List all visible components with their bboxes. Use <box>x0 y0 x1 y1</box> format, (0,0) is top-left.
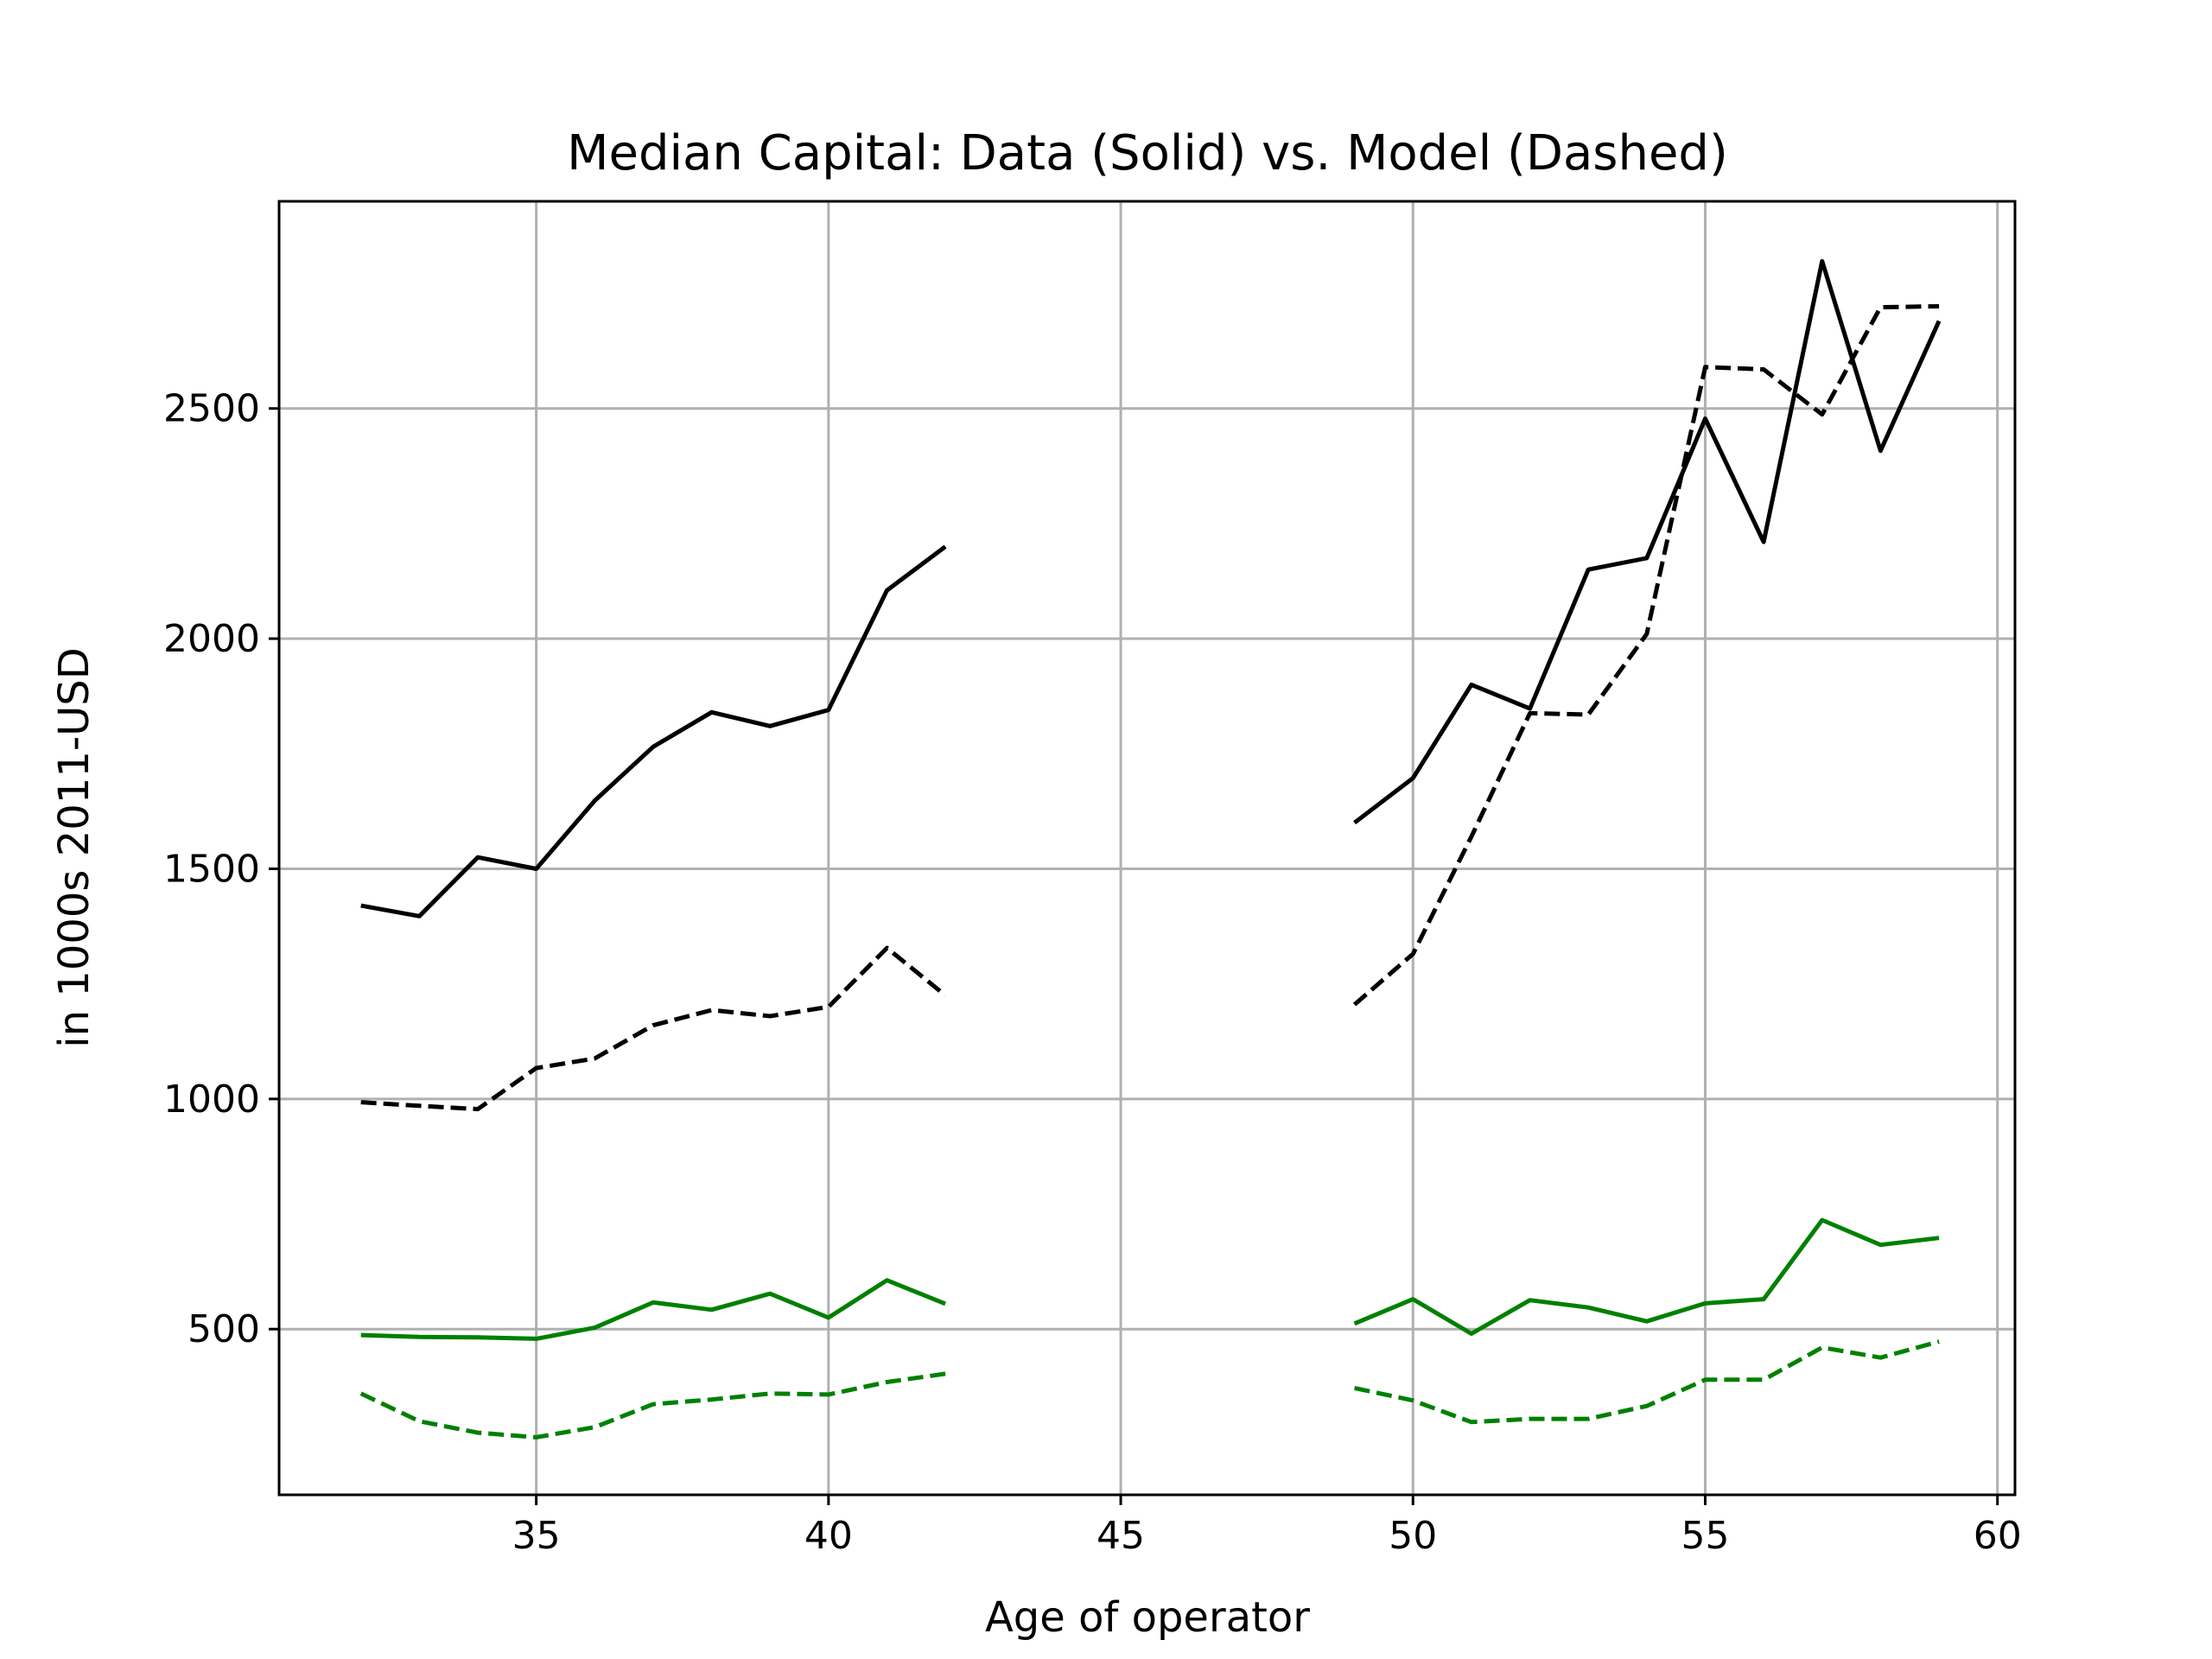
series-line <box>360 1278 947 1341</box>
series-line <box>359 1371 946 1440</box>
x-tick-label: 35 <box>512 1514 561 1558</box>
series-group <box>359 258 1942 1440</box>
plot-area-frame <box>277 200 2017 1497</box>
y-tick-label: 1500 <box>163 847 260 891</box>
series-line <box>1353 1217 1940 1336</box>
series-line <box>360 544 947 918</box>
y-tick-label: 2000 <box>163 617 260 661</box>
grid <box>279 201 2015 1495</box>
x-tick-label: 55 <box>1681 1514 1729 1558</box>
series-4-dashed <box>359 1339 1940 1440</box>
series-1-solid <box>360 258 1942 918</box>
y-axis-title: in 1000s 2011-USD <box>50 647 99 1047</box>
y-tick-label: 1000 <box>163 1077 260 1122</box>
x-tick-label: 40 <box>804 1514 853 1558</box>
series-line <box>1353 258 1942 825</box>
y-tick-label: 2500 <box>163 387 260 431</box>
series-line <box>1352 304 1940 1007</box>
x-tick-label: 60 <box>1974 1514 2022 1558</box>
x-axis-title: Age of operator <box>985 1593 1310 1642</box>
axis-ticks: 35 40 45 50 55 60 500 1000 1500 2000 2500 <box>163 387 2022 1558</box>
y-tick-label: 500 <box>188 1307 260 1351</box>
x-tick-label: 50 <box>1389 1514 1437 1558</box>
series-line <box>360 945 947 1112</box>
chart-title: Median Capital: Data (Solid) vs. Model (… <box>567 125 1728 181</box>
series-line <box>1354 1339 1940 1425</box>
x-tick-label: 45 <box>1096 1514 1145 1558</box>
series-2-dashed <box>360 304 1940 1112</box>
series-3-solid <box>360 1217 1940 1341</box>
